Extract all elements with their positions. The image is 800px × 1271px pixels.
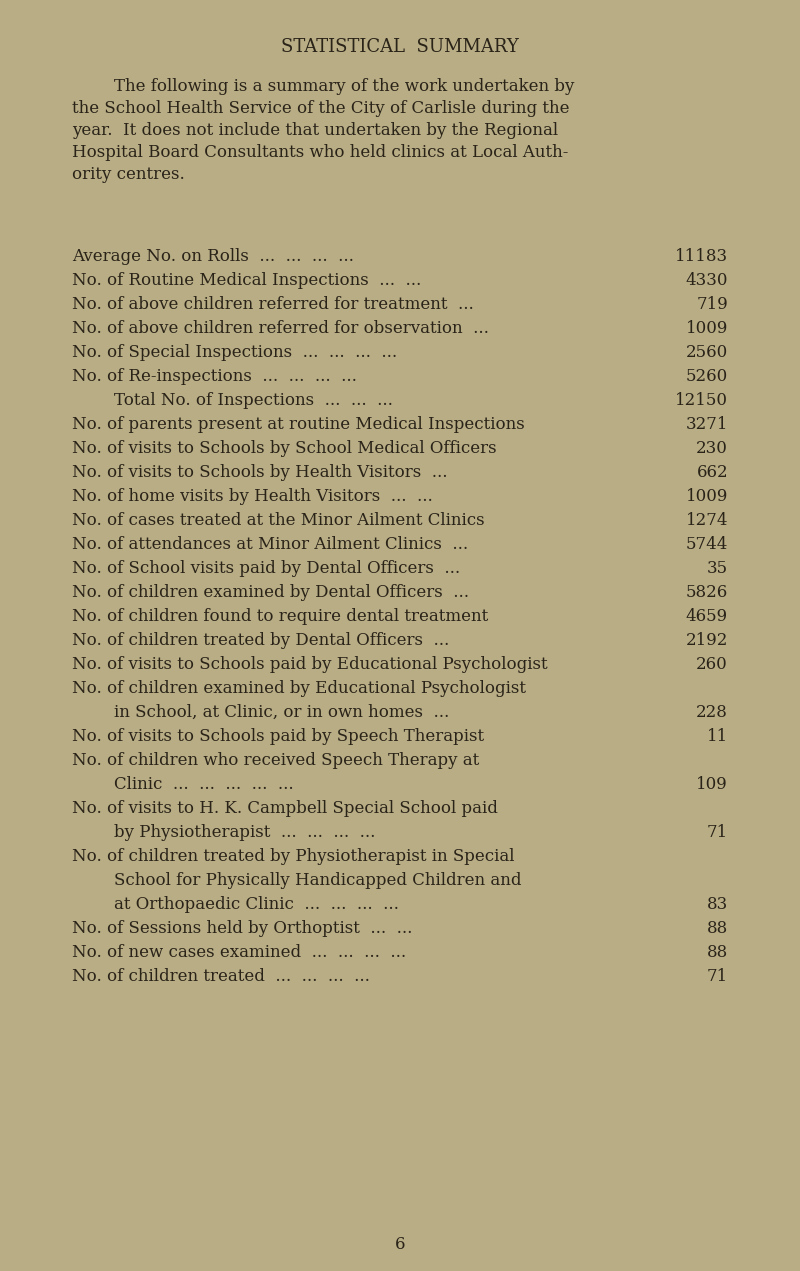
Text: 109: 109: [696, 777, 728, 793]
Text: 4659: 4659: [686, 608, 728, 625]
Text: No. of visits to Schools by Health Visitors  ...: No. of visits to Schools by Health Visit…: [72, 464, 458, 480]
Text: 88: 88: [706, 920, 728, 937]
Text: No. of visits to Schools paid by Educational Psychologist: No. of visits to Schools paid by Educati…: [72, 656, 558, 674]
Text: 6: 6: [394, 1235, 406, 1253]
Text: No. of children treated by Physiotherapist in Special: No. of children treated by Physiotherapi…: [72, 848, 514, 866]
Text: No. of Re-inspections  ...  ...  ...  ...: No. of Re-inspections ... ... ... ...: [72, 369, 367, 385]
Text: by Physiotherapist  ...  ...  ...  ...: by Physiotherapist ... ... ... ...: [72, 824, 386, 841]
Text: 230: 230: [696, 440, 728, 458]
Text: 11183: 11183: [675, 248, 728, 264]
Text: 3271: 3271: [686, 416, 728, 433]
Text: 88: 88: [706, 944, 728, 961]
Text: No. of visits to H. K. Campbell Special School paid: No. of visits to H. K. Campbell Special …: [72, 799, 498, 817]
Text: 12150: 12150: [675, 391, 728, 409]
Text: No. of children who received Speech Therapy at: No. of children who received Speech Ther…: [72, 752, 479, 769]
Text: 2192: 2192: [686, 632, 728, 649]
Text: 5744: 5744: [686, 536, 728, 553]
Text: No. of visits to Schools by School Medical Officers: No. of visits to Schools by School Medic…: [72, 440, 507, 458]
Text: 71: 71: [706, 824, 728, 841]
Text: 662: 662: [696, 464, 728, 480]
Text: 2560: 2560: [686, 344, 728, 361]
Text: 71: 71: [706, 969, 728, 985]
Text: No. of visits to Schools paid by Speech Therapist: No. of visits to Schools paid by Speech …: [72, 728, 494, 745]
Text: 5260: 5260: [686, 369, 728, 385]
Text: No. of home visits by Health Visitors  ...  ...: No. of home visits by Health Visitors ..…: [72, 488, 443, 505]
Text: No. of Routine Medical Inspections  ...  ...: No. of Routine Medical Inspections ... .…: [72, 272, 432, 289]
Text: The following is a summary of the work undertaken by: The following is a summary of the work u…: [72, 78, 574, 95]
Text: year.  It does not include that undertaken by the Regional: year. It does not include that undertake…: [72, 122, 558, 139]
Text: School for Physically Handicapped Children and: School for Physically Handicapped Childr…: [72, 872, 522, 888]
Text: Average No. on Rolls  ...  ...  ...  ...: Average No. on Rolls ... ... ... ...: [72, 248, 364, 264]
Text: the School Health Service of the City of Carlisle during the: the School Health Service of the City of…: [72, 100, 570, 117]
Text: 719: 719: [696, 296, 728, 313]
Text: 1009: 1009: [686, 320, 728, 337]
Text: No. of cases treated at the Minor Ailment Clinics: No. of cases treated at the Minor Ailmen…: [72, 512, 495, 529]
Text: No. of children treated  ...  ...  ...  ...: No. of children treated ... ... ... ...: [72, 969, 380, 985]
Text: in School, at Clinic, or in own homes  ...: in School, at Clinic, or in own homes ..…: [72, 704, 460, 721]
Text: 260: 260: [696, 656, 728, 674]
Text: 1009: 1009: [686, 488, 728, 505]
Text: Hospital Board Consultants who held clinics at Local Auth-: Hospital Board Consultants who held clin…: [72, 144, 568, 161]
Text: 5826: 5826: [686, 583, 728, 601]
Text: ority centres.: ority centres.: [72, 167, 185, 183]
Text: No. of children found to require dental treatment: No. of children found to require dental …: [72, 608, 498, 625]
Text: Clinic  ...  ...  ...  ...  ...: Clinic ... ... ... ... ...: [72, 777, 304, 793]
Text: 228: 228: [696, 704, 728, 721]
Text: 83: 83: [706, 896, 728, 913]
Text: No. of Special Inspections  ...  ...  ...  ...: No. of Special Inspections ... ... ... .…: [72, 344, 408, 361]
Text: No. of above children referred for treatment  ...: No. of above children referred for treat…: [72, 296, 484, 313]
Text: 11: 11: [706, 728, 728, 745]
Text: No. of Sessions held by Orthoptist  ...  ...: No. of Sessions held by Orthoptist ... .…: [72, 920, 423, 937]
Text: No. of children treated by Dental Officers  ...: No. of children treated by Dental Office…: [72, 632, 460, 649]
Text: No. of above children referred for observation  ...: No. of above children referred for obser…: [72, 320, 499, 337]
Text: 4330: 4330: [686, 272, 728, 289]
Text: STATISTICAL  SUMMARY: STATISTICAL SUMMARY: [281, 38, 519, 56]
Text: No. of School visits paid by Dental Officers  ...: No. of School visits paid by Dental Offi…: [72, 561, 470, 577]
Text: No. of children examined by Dental Officers  ...: No. of children examined by Dental Offic…: [72, 583, 479, 601]
Text: No. of children examined by Educational Psychologist: No. of children examined by Educational …: [72, 680, 526, 697]
Text: No. of parents present at routine Medical Inspections: No. of parents present at routine Medica…: [72, 416, 535, 433]
Text: No. of attendances at Minor Ailment Clinics  ...: No. of attendances at Minor Ailment Clin…: [72, 536, 478, 553]
Text: 35: 35: [707, 561, 728, 577]
Text: No. of new cases examined  ...  ...  ...  ...: No. of new cases examined ... ... ... ..…: [72, 944, 417, 961]
Text: Total No. of Inspections  ...  ...  ...: Total No. of Inspections ... ... ...: [72, 391, 403, 409]
Text: at Orthopaedic Clinic  ...  ...  ...  ...: at Orthopaedic Clinic ... ... ... ...: [72, 896, 410, 913]
Text: 1274: 1274: [686, 512, 728, 529]
